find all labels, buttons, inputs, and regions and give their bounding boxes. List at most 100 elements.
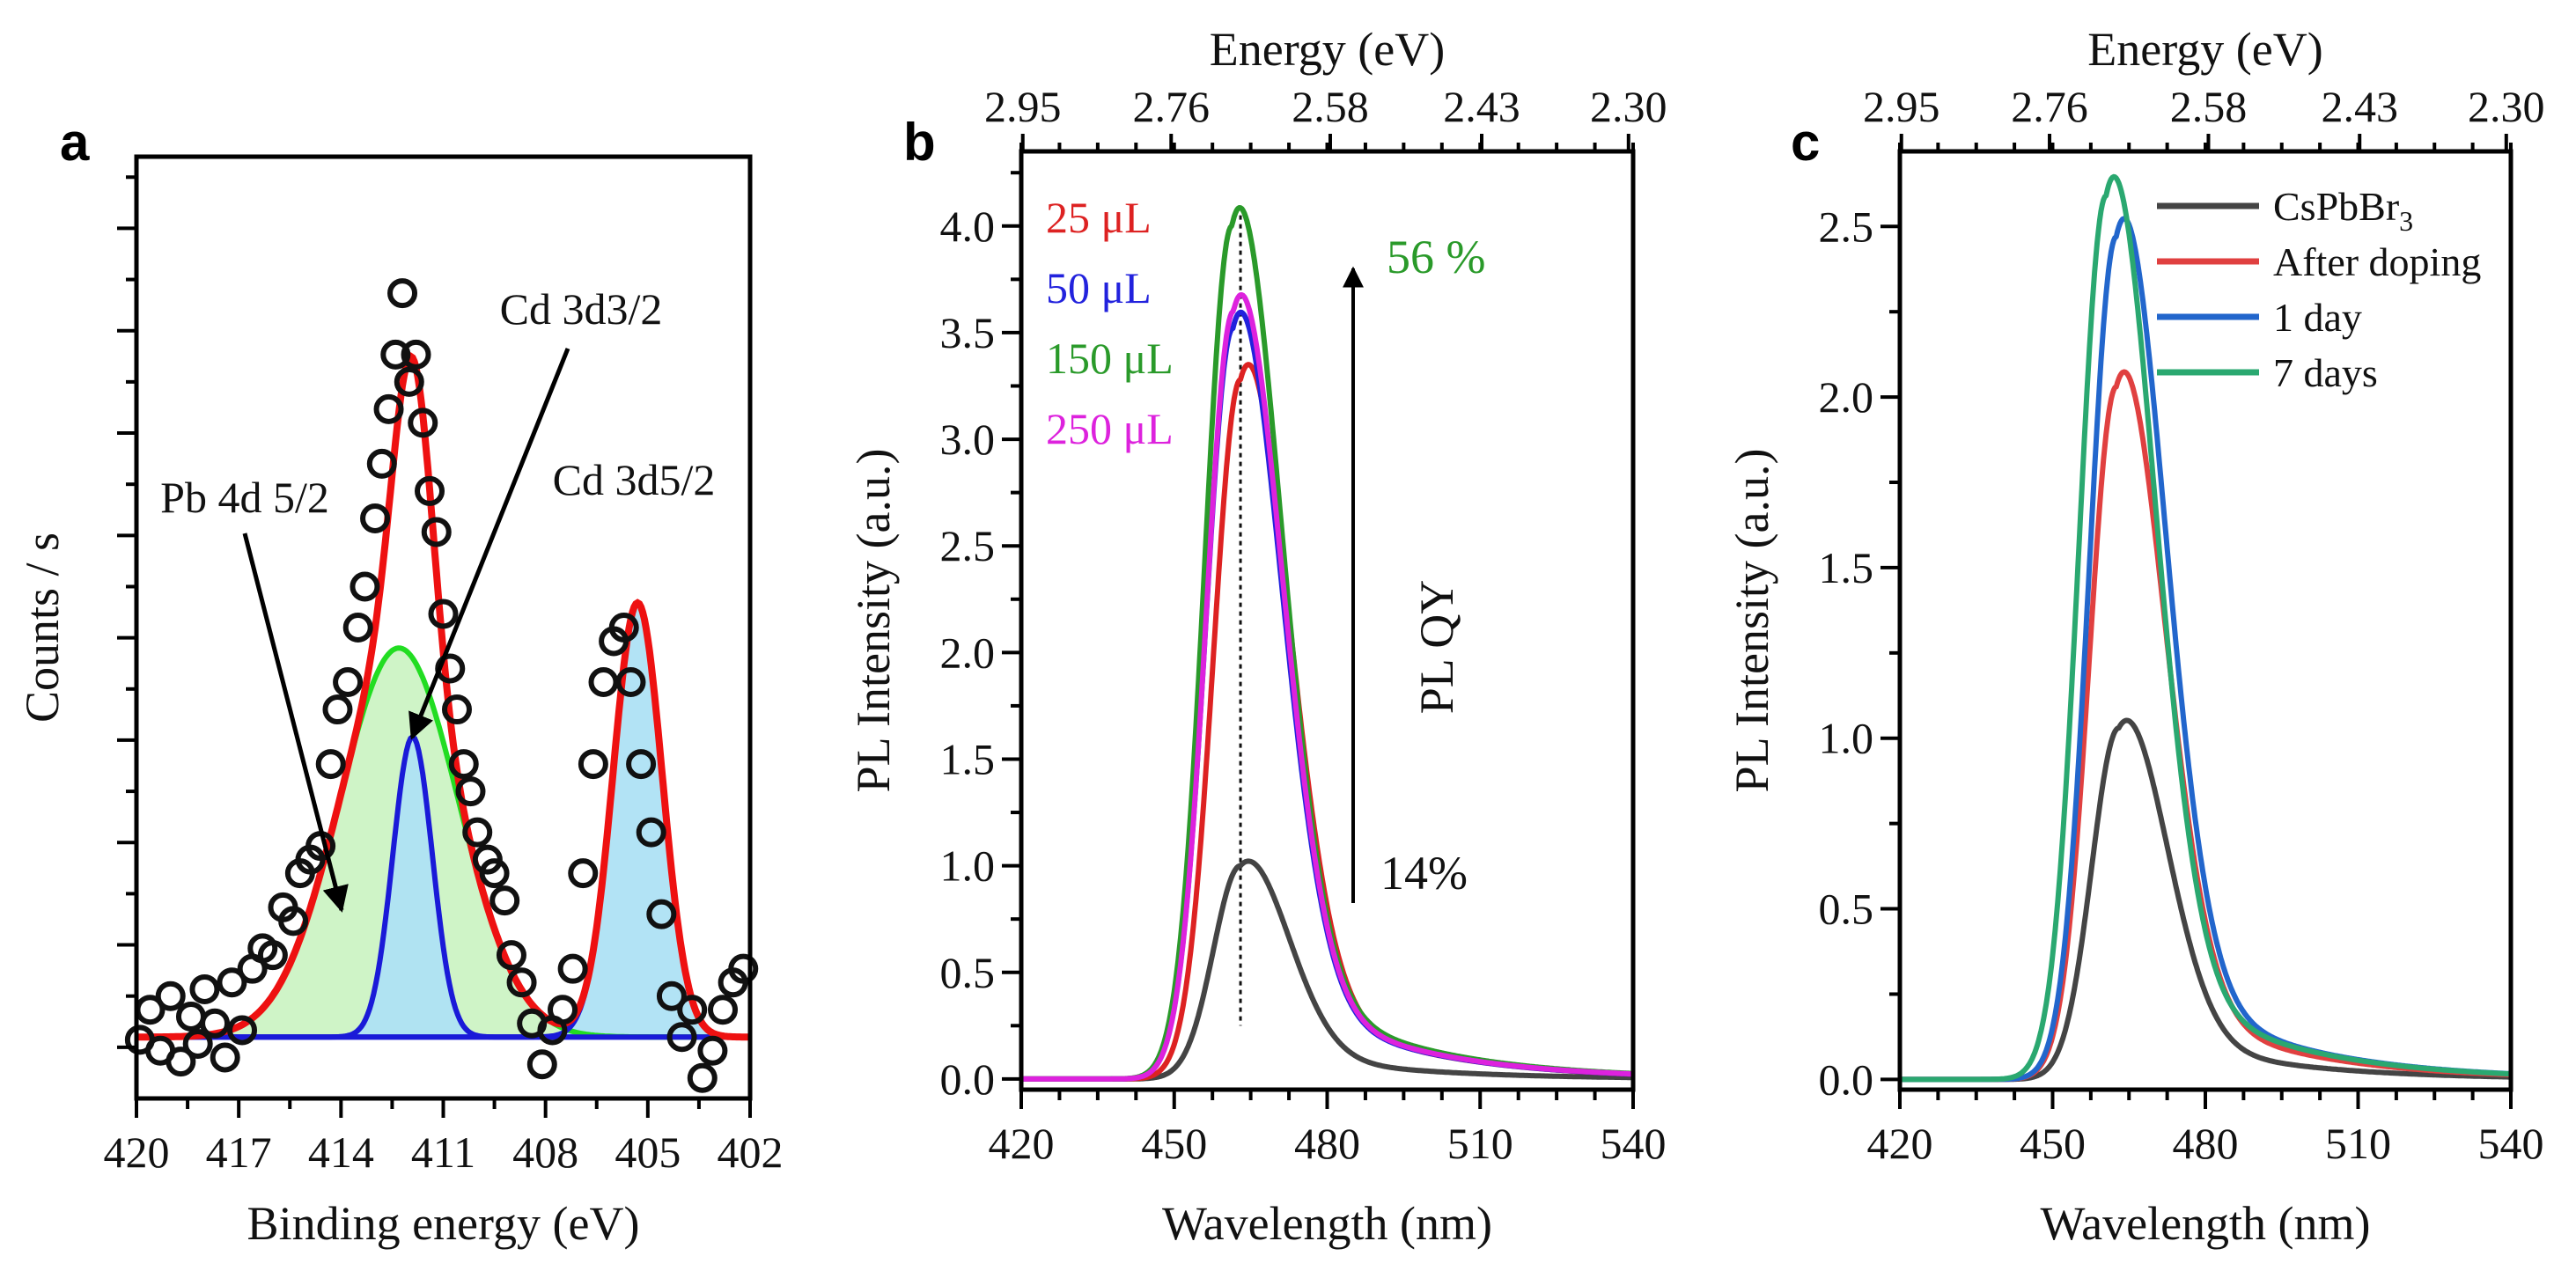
panel-c-y-axis-label: PL Intensity (a.u.) xyxy=(1726,449,1778,793)
data-point xyxy=(166,1047,196,1077)
panel-a-x-tick-label: 414 xyxy=(308,1127,374,1177)
data-point xyxy=(441,694,472,725)
panel-c-x-tick-label: 420 xyxy=(1867,1119,1933,1168)
panel-c-x-tick-label: 450 xyxy=(2020,1119,2086,1168)
panel-a-x-tick-label: 402 xyxy=(718,1127,784,1177)
data-point xyxy=(677,995,708,1025)
data-point xyxy=(315,749,346,780)
panel-b-y-tick-label: 3.5 xyxy=(940,308,996,357)
annotation-pl-qy: PL QY xyxy=(1410,580,1463,715)
annotation-pb-4d-5-2: Pb 4d 5/2 xyxy=(160,473,329,522)
data-point xyxy=(394,366,424,397)
panel-a-x-tick-label: 417 xyxy=(206,1127,272,1177)
data-point xyxy=(578,749,608,780)
data-point xyxy=(342,613,373,643)
data-point xyxy=(278,906,309,936)
data-point xyxy=(462,817,493,848)
panel-b-y-axis-label: PL Intensity (a.u.) xyxy=(847,449,900,793)
panel-c-x-tick-label: 480 xyxy=(2173,1119,2239,1168)
data-point xyxy=(217,967,247,998)
legend-label-0: CsPbBr3 xyxy=(2273,184,2413,237)
panel-c-plot-frame xyxy=(1897,149,2513,1092)
panel-label-a: a xyxy=(60,113,90,172)
legend-label-1: After doping xyxy=(2273,239,2481,284)
panel-b-top-tick-label: 2.95 xyxy=(984,82,1062,131)
panel-b-y-tick-label: 2.5 xyxy=(940,521,996,570)
panel-b-y-tick-label: 1.0 xyxy=(940,841,996,891)
panel-b-top-tick-label: 2.76 xyxy=(1133,82,1211,131)
data-point xyxy=(728,953,759,984)
arrow-cd-3d3-2 xyxy=(408,348,570,740)
data-point xyxy=(588,667,619,698)
data-point xyxy=(479,858,510,889)
data-point xyxy=(666,1022,697,1053)
data-point xyxy=(626,749,657,780)
data-point xyxy=(373,393,404,424)
data-point xyxy=(687,1062,718,1093)
legend-label-text: CsPbBr xyxy=(2273,184,2399,229)
legend-label-3: 250 μL xyxy=(1046,404,1174,453)
panel-b-y-tick-label: 2.0 xyxy=(940,628,996,677)
legend-label-0: 25 μL xyxy=(1046,193,1152,242)
panel-b-x-axis-label: Wavelength (nm) xyxy=(1162,1197,1492,1250)
panel-a-plot: 420 417 414 411 408 405 402 Binding energy (eV)… xyxy=(16,154,784,1250)
data-point xyxy=(322,694,353,725)
legend-label-text: 7 days xyxy=(2273,350,2378,395)
legend-label-text: 1 day xyxy=(2273,295,2362,340)
data-point xyxy=(380,339,411,370)
annotation-56-percent: 56 % xyxy=(1387,231,1485,283)
panel-b-y-tick-label: 0.0 xyxy=(940,1054,996,1104)
data-point xyxy=(350,571,380,602)
data-point xyxy=(608,613,639,643)
panel-a-x-tick-label: 405 xyxy=(615,1127,681,1177)
data-point xyxy=(656,981,687,1011)
panel-b-y-tick-label: 0.5 xyxy=(940,948,996,997)
data-point xyxy=(646,899,677,929)
data-point xyxy=(200,1008,231,1039)
panel-c-top-axis-label: Energy (eV) xyxy=(2087,23,2322,76)
panel-c-y-tick-label: 0.0 xyxy=(1819,1054,1874,1104)
data-point xyxy=(421,517,452,547)
panel-c-top-tick-label: 2.95 xyxy=(1863,82,1940,131)
panel-b-plot: 420 450 480 510 540 2.95 2.76 2.58 2.43 2.30 0.0 0.… xyxy=(847,23,1667,1250)
data-point xyxy=(189,973,220,1004)
panel-c-top-tick-label: 2.30 xyxy=(2468,82,2545,131)
panel-b-top-tick-label: 2.30 xyxy=(1590,82,1667,131)
data-point xyxy=(360,503,391,533)
panel-c-y-tick-label: 2.0 xyxy=(1819,372,1874,422)
component-fill-0 xyxy=(136,648,750,1038)
data-point xyxy=(455,776,486,807)
panel-b-top-axis-label: Energy (eV) xyxy=(1210,23,1445,76)
panel-b-y-tick-label: 1.5 xyxy=(940,734,996,783)
data-point xyxy=(257,940,288,971)
data-point xyxy=(496,940,526,971)
panel-c-y-tick-label: 1.0 xyxy=(1819,714,1874,763)
annotation-cd-3d3-2: Cd 3d3/2 xyxy=(500,284,663,334)
series-line-1 xyxy=(1898,369,2513,1083)
data-point xyxy=(448,749,479,780)
panel-b-y-tick-label: 3.0 xyxy=(940,415,996,464)
panel-c-top-tick-label: 2.58 xyxy=(2170,82,2248,131)
panel-c-x-tick-label: 540 xyxy=(2478,1119,2544,1168)
panel-b-x-tick-label: 450 xyxy=(1141,1119,1207,1168)
data-point xyxy=(155,981,186,1011)
data-point xyxy=(697,1035,728,1066)
data-point xyxy=(415,475,445,506)
panel-b-x-tick-label: 420 xyxy=(989,1119,1055,1168)
data-point xyxy=(387,278,418,309)
data-point xyxy=(568,858,599,889)
data-point xyxy=(708,995,739,1025)
panel-b-top-tick-label: 2.58 xyxy=(1292,82,1369,131)
panel-c-x-tick-label: 510 xyxy=(2325,1119,2391,1168)
data-point xyxy=(408,408,438,438)
annotation-cd-3d5-2: Cd 3d5/2 xyxy=(553,455,716,504)
series-line-2 xyxy=(1898,216,2513,1083)
component-fill-1 xyxy=(136,737,750,1038)
panel-c-x-axis-label: Wavelength (nm) xyxy=(2040,1197,2370,1250)
data-point xyxy=(227,1015,258,1046)
data-point xyxy=(366,448,397,479)
data-point xyxy=(401,339,431,370)
data-point xyxy=(210,1042,240,1073)
series-line-1 xyxy=(1019,362,1635,1082)
panel-c-top-tick-label: 2.76 xyxy=(2011,82,2088,131)
